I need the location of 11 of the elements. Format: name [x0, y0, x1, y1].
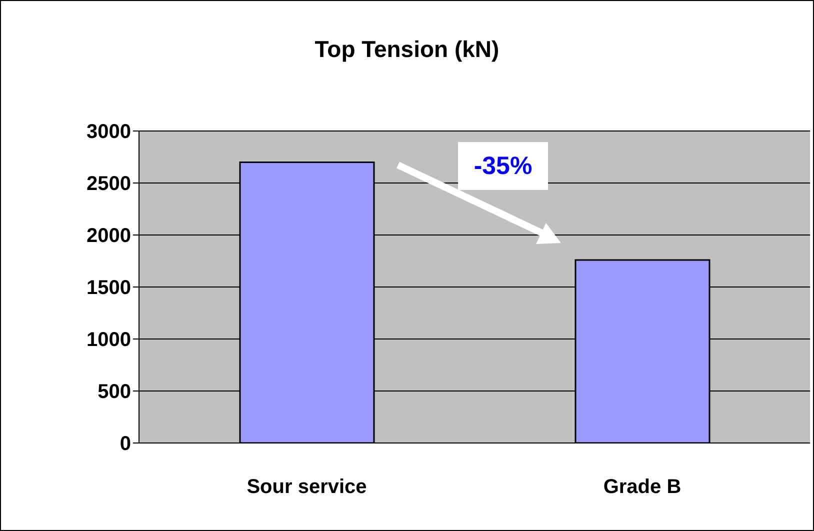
y-tick-label: 2000 [86, 225, 131, 248]
y-tick-label: 1500 [86, 277, 131, 300]
y-tick-label: 3000 [86, 121, 131, 144]
y-tick-label: 1000 [86, 329, 131, 352]
annotation: -35% [458, 142, 548, 190]
y-tick-label: 2500 [86, 173, 131, 196]
y-tick-label: 0 [120, 433, 131, 456]
x-tick-label: Grade B [603, 476, 682, 498]
y-tick-label: 500 [98, 381, 131, 404]
x-tick-label: Sour service [246, 476, 367, 498]
chart-title: Top Tension (kN) [314, 36, 500, 63]
